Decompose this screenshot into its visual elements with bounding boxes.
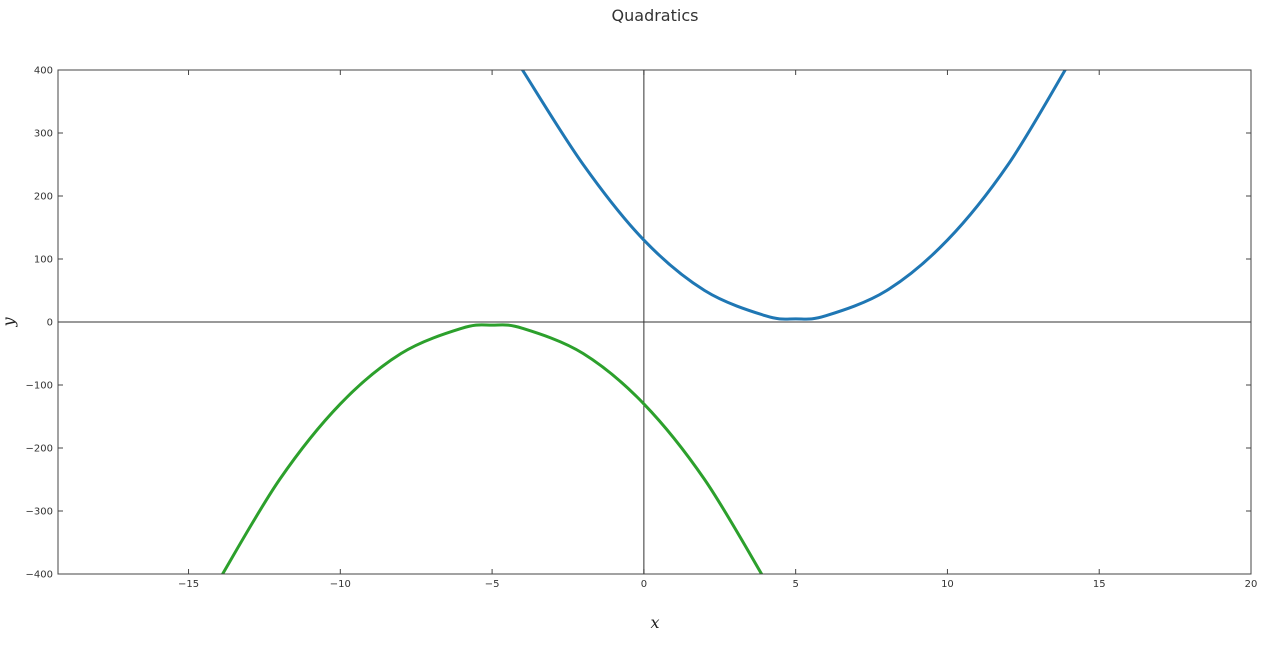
y-tick-label: −400 — [26, 570, 53, 581]
y-tick-label: 100 — [34, 255, 53, 266]
y-tick-label: 0 — [47, 318, 53, 329]
zero-lines — [58, 70, 1251, 574]
ticks-layer: −15 −10 −5 0 5 10 15 20 −400 −300 −200 −100 0 100 200 3… — [26, 66, 1258, 591]
x-tick-label: −10 — [330, 579, 351, 590]
series-line-2 — [220, 323, 764, 574]
series-layer — [220, 70, 1067, 574]
chart-title: Quadratics — [612, 6, 699, 25]
y-tick-label: −300 — [26, 507, 53, 518]
y-tick-label: −200 — [26, 444, 53, 455]
y-tick-label: 200 — [34, 192, 53, 203]
x-tick-label: 15 — [1093, 579, 1106, 590]
x-tick-label: 10 — [941, 579, 954, 590]
y-axis-label: y — [0, 317, 18, 328]
x-tick-label: 5 — [792, 579, 798, 590]
x-axis-label: x — [650, 613, 659, 632]
y-tick-label: 300 — [34, 129, 53, 140]
series-line-1 — [520, 70, 1067, 321]
x-tick-label: 20 — [1245, 579, 1258, 590]
y-tick-label: 400 — [34, 66, 53, 77]
x-tick-label: 0 — [641, 579, 647, 590]
y-tick-label: −100 — [26, 381, 53, 392]
x-tick-label: −15 — [178, 579, 199, 590]
x-tick-label: −5 — [485, 579, 500, 590]
plot-frame — [57, 69, 1252, 575]
